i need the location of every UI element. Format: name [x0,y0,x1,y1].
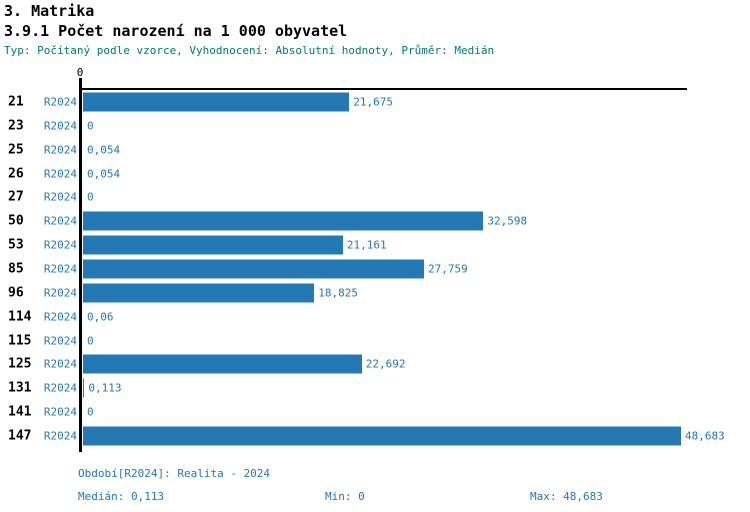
x-axis-zero-tick-label: 0 [76,66,84,79]
row-bar [83,354,362,374]
row-category-label: 26 [8,166,24,181]
min-stat: Min: 0 [325,490,365,503]
row-category-label: 141 [8,404,32,420]
chart-row: 26 R2024 0,054 [0,162,750,186]
meta-line: Typ: Počítaný podle vzorce, Vyhodnocení:… [4,44,495,57]
chart-row: 114 R2024 0,06 [0,305,750,329]
row-series-label: R2024 [43,334,77,348]
row-bar [83,259,424,279]
bar-chart: 21 R2024 21,675 23 R2024 0 25 R2024 0,054 26 R2024… [0,90,750,448]
chart-row: 85 R2024 27,759 [0,257,750,281]
row-value-label: 0,06 [87,310,114,324]
chart-row: 50 R2024 32,598 [0,209,750,233]
row-value-label: 0 [87,405,94,419]
row-value-label: 0,054 [87,167,121,180]
period-label: Období[R2024]: Realita - 2024 [78,467,271,480]
row-category-label: 96 [8,285,24,301]
row-series-label: R2024 [43,381,77,395]
row-category-label: 21 [8,94,24,110]
row-value-label: 0 [87,119,94,133]
row-category-label: 125 [8,356,32,372]
row-series-label: R2024 [43,357,77,371]
chart-row: 21 R2024 21,675 [0,90,750,114]
chart-row: 23 R2024 0 [0,114,750,138]
row-bar [83,235,343,255]
chart-row: 141 R2024 0 [0,400,750,424]
x-axis-line [79,88,687,90]
row-value-label: 27,759 [427,262,468,276]
row-bar [83,283,315,303]
row-category-label: 23 [8,118,24,134]
y-axis-line [79,78,82,452]
max-stat: Max: 48,683 [530,490,603,503]
row-series-label: R2024 [43,286,77,300]
row-series-label: R2024 [43,143,77,157]
chart-row: 53 R2024 21,161 [0,233,750,257]
row-bar [83,426,681,446]
row-value-label: 18,825 [318,286,358,300]
row-value-label: 21,161 [346,238,387,252]
row-series-label: R2024 [43,214,77,228]
row-category-label: 53 [8,237,24,253]
row-value-label: 48,683 [685,429,725,443]
row-value-label: 0,113 [88,381,122,395]
chart-row: 115 R2024 0 [0,329,750,353]
row-series-label: R2024 [43,167,77,180]
median-stat: Medián: 0,113 [78,490,165,503]
row-value-label: 22,692 [365,357,406,371]
row-value-label: 0,054 [87,143,121,157]
row-category-label: 27 [8,189,24,205]
chart-row: 125 R2024 22,692 [0,352,750,376]
row-series-label: R2024 [43,119,77,133]
row-series-label: R2024 [43,190,77,204]
row-series-label: R2024 [43,405,77,419]
page-title: 3. Matrika [4,2,95,20]
row-category-label: 25 [8,142,24,158]
row-series-label: R2024 [43,429,77,443]
chart-row: 25 R2024 0,054 [0,138,750,162]
page-subtitle: 3.9.1 Počet narození na 1 000 obyvatel [4,22,348,40]
row-category-label: 85 [8,261,24,277]
row-series-label: R2024 [43,238,77,252]
row-series-label: R2024 [43,262,77,276]
row-series-label: R2024 [43,310,77,324]
row-bar [83,211,484,231]
row-value-label: 32,598 [487,214,528,228]
chart-row: 147 R2024 48,683 [0,424,750,448]
chart-row: 27 R2024 0 [0,185,750,209]
row-category-label: 50 [8,213,24,229]
row-category-label: 147 [8,428,32,444]
row-series-label: R2024 [43,95,77,109]
row-category-label: 115 [8,333,32,349]
row-bar [83,378,85,398]
row-value-label: 21,675 [353,95,393,109]
row-bar [83,92,350,112]
chart-row: 96 R2024 18,825 [0,281,750,305]
row-category-label: 114 [8,309,32,325]
chart-row: 131 R2024 0,113 [0,376,750,400]
row-value-label: 0 [87,334,94,348]
row-value-label: 0 [87,190,94,204]
row-category-label: 131 [8,380,32,396]
